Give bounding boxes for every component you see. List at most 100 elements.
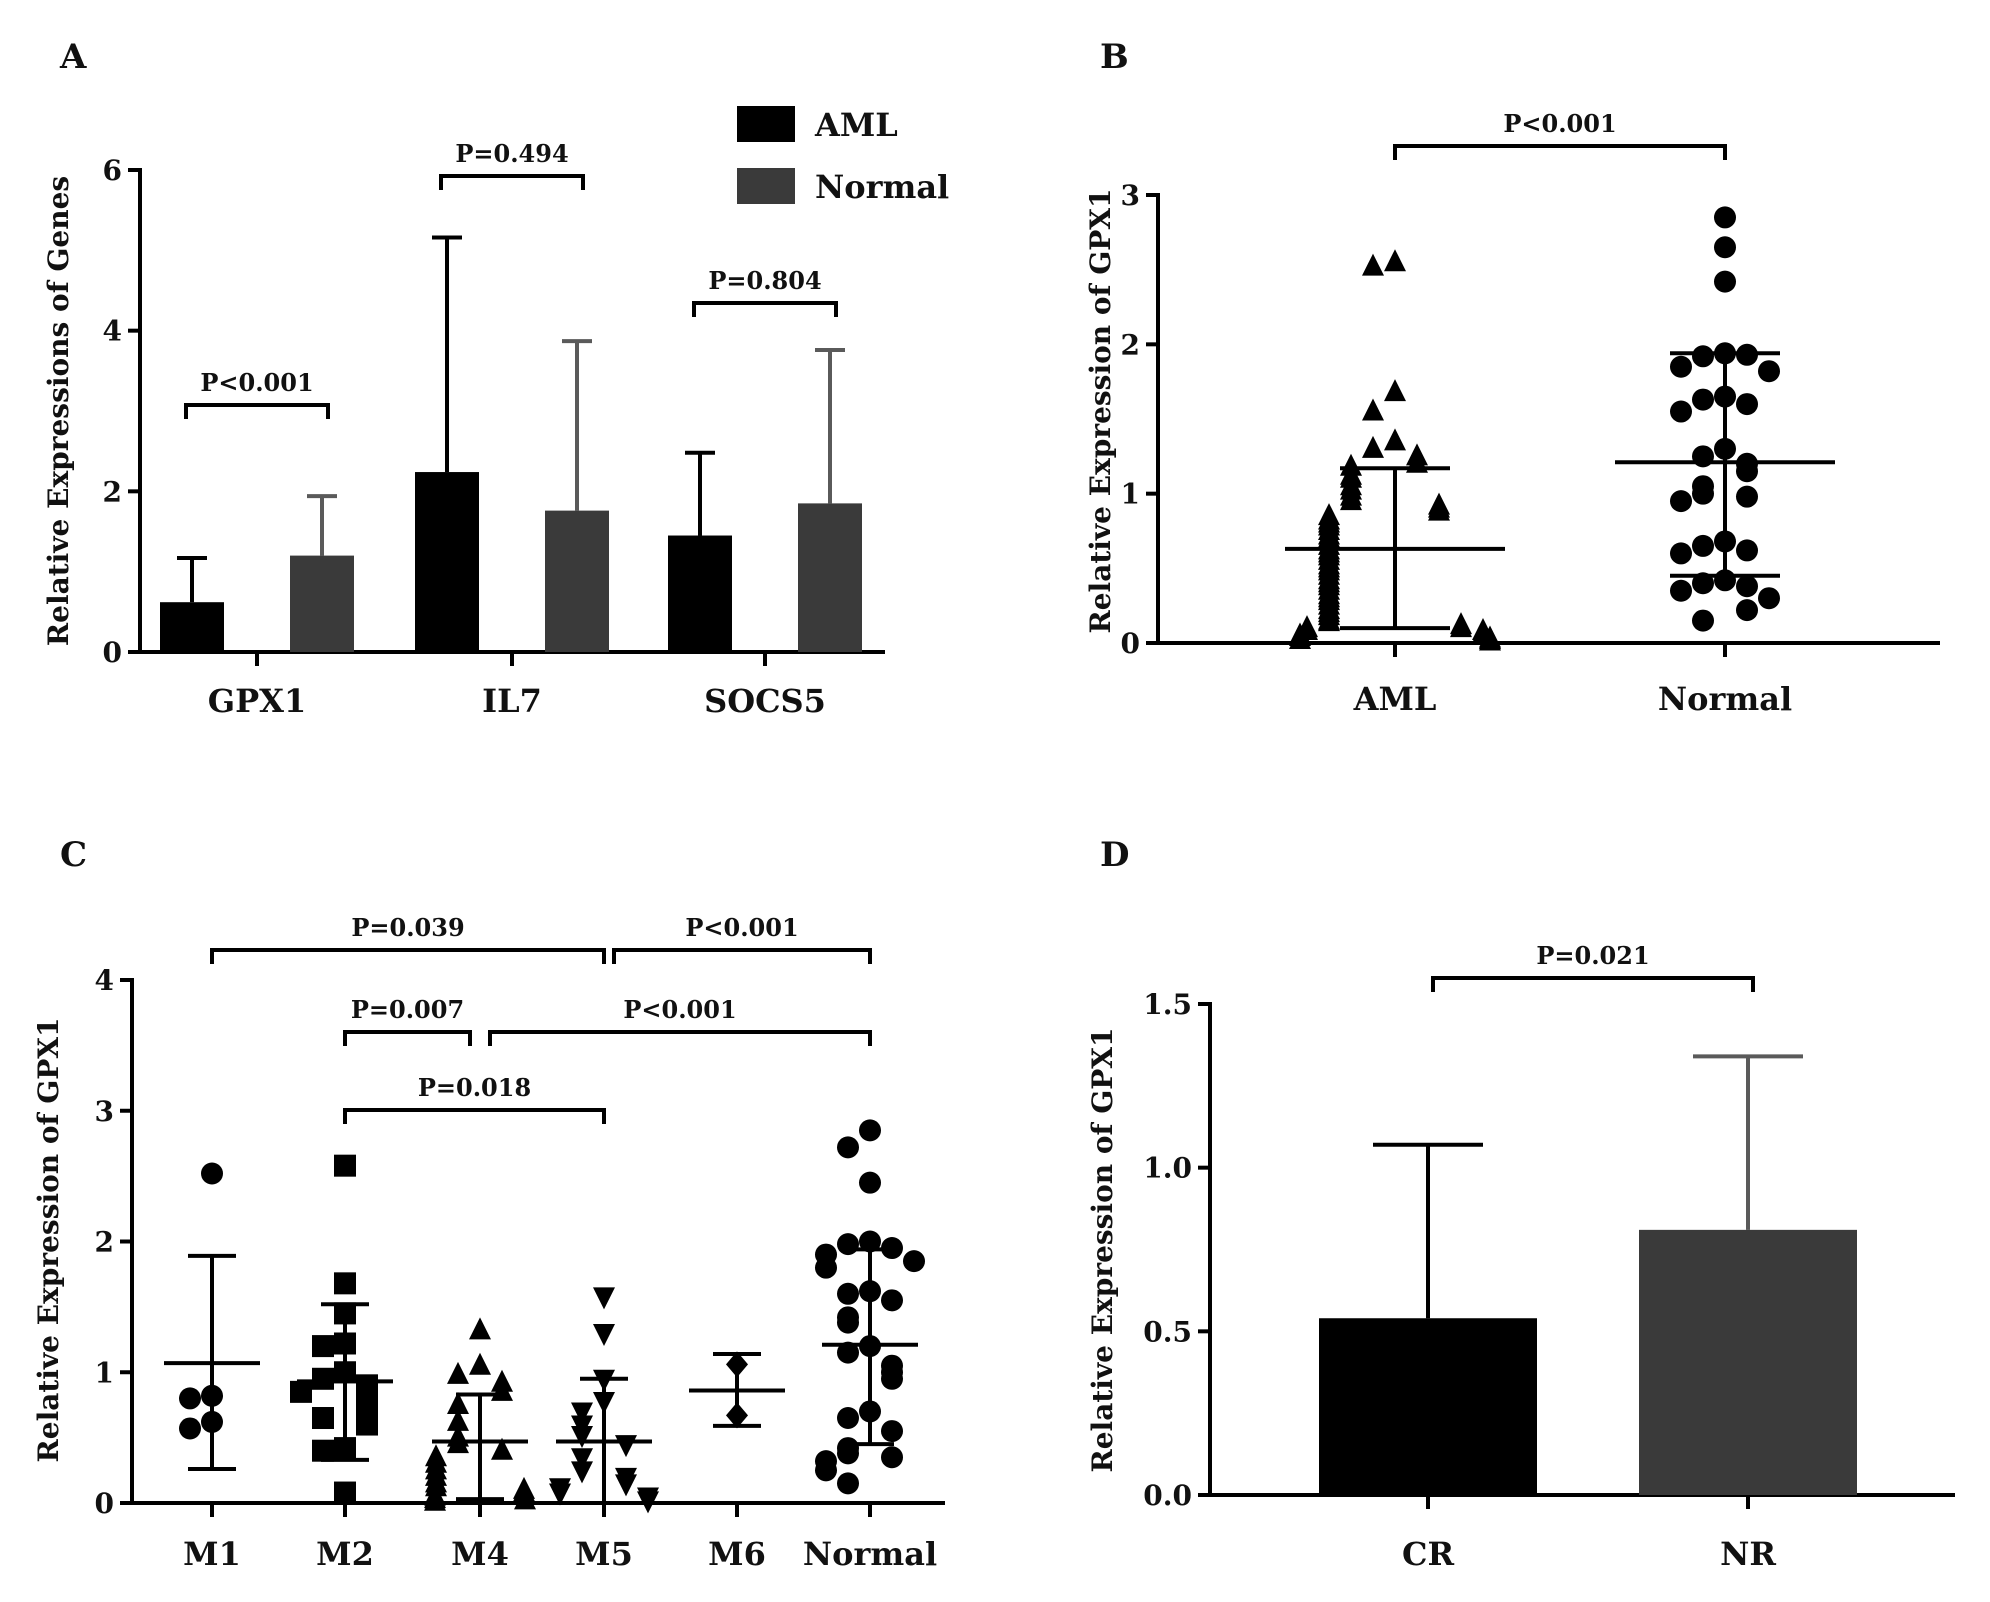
panel-b-point-aml [1384,379,1406,402]
panel-a-y-tick-label: 6 [103,154,122,187]
panel-a-y-tick-label: 2 [103,475,122,508]
panel-c-sig-bracket-line [343,1030,472,1046]
panel-c-point-normal [903,1250,925,1273]
panel-c-point-normal [837,1407,859,1430]
panel-c-point-m1 [201,1162,223,1185]
panel-b-point-normal [1736,539,1758,562]
panel-d-y-tick-label: 0.5 [1143,1315,1192,1348]
panel-c-sig-bracket: P=0.039 [210,913,606,964]
panel-d-sig-bracket: P=0.021 [1431,941,1755,992]
panel-c-point-m1 [179,1417,201,1440]
panel-c-point-m4 [514,1487,536,1510]
panel-b-point-normal [1692,534,1714,557]
panel-d-y-tick-label: 0.0 [1143,1479,1192,1512]
panel-c-point-m5 [615,1435,637,1458]
panel-d-bar-nr [1639,1229,1857,1495]
panel-b-point-normal [1714,236,1736,259]
panel-c-point-m4 [425,1474,447,1497]
panel-a-bar-normal [798,503,862,652]
panel-b-point-normal [1736,460,1758,483]
panel-c-point-normal [881,1289,903,1312]
panel-c-sig-bracket: P<0.001 [488,995,872,1046]
panel-a-sig-bracket: P=0.494 [439,139,585,190]
panel-b-point-normal [1670,355,1692,378]
panel-b-point-normal [1670,400,1692,423]
panel-a-sig-label: P=0.804 [708,266,821,295]
panel-b-y-tick-label: 3 [1121,179,1140,212]
panel-b-y-axis-label: Relative Expression of GPX1 [1084,188,1117,633]
panel-c-y-axis-label: Relative Expression of GPX1 [32,1017,65,1462]
panel-c-point-normal [859,1230,881,1253]
panel-c-point-m5 [571,1426,593,1449]
panel-b-point-normal [1670,579,1692,602]
panel-a-sig-bracket: P=0.804 [692,266,838,317]
panel-c-point-m2 [312,1367,334,1390]
panel-c-y-tick-label: 1 [95,1356,114,1389]
panel-b-point-aml [1362,253,1384,276]
panel-c-point-m2 [356,1393,378,1416]
panel-c-y-tick-label: 4 [95,964,114,997]
panel-c-point-m2 [312,1439,334,1462]
panel-b-x-tick-label: Normal [1658,680,1792,718]
panel-b-point-normal [1692,345,1714,368]
panel-b-point-aml [1450,615,1472,638]
panel-b-x-tick-label: AML [1353,680,1437,718]
panel-c-sig-bracket: P<0.001 [612,913,872,964]
panel-a-sig-bracket: P<0.001 [184,368,330,419]
panel-c-point-m5 [571,1461,593,1484]
panel-b-y-tick-label: 2 [1121,328,1140,361]
panel-a-sig-bracket-line [184,403,330,419]
panel-b-letter: B [1100,37,1129,77]
panel-c-x-tick-label: Normal [803,1535,937,1573]
panel-d: D 0.0 0.5 1.0 1.5 Relative Expression of GPX1… [1086,835,1955,1573]
panel-c-point-m2 [356,1374,378,1397]
panel-c-point-m4 [424,1488,446,1511]
panel-c-point-normal [881,1420,903,1443]
panel-c-point-m2 [334,1272,356,1295]
panel-b-point-aml [1340,488,1362,511]
panel-d-y-tick-label: 1.0 [1143,1152,1192,1185]
panel-b-point-aml [1318,609,1340,632]
panel-b-point-aml [1362,398,1384,421]
panel-b-sig-bracket-line [1393,144,1727,160]
panel-a-sig-label: P=0.494 [455,139,568,168]
panel-b-point-normal [1736,485,1758,508]
panel-a-bar-aml [668,535,732,652]
panel-c-point-normal [881,1367,903,1390]
panel-c-y-tick-label: 0 [95,1487,114,1520]
panel-b-point-normal [1670,490,1692,513]
panel-c-point-normal [815,1459,837,1482]
panel-c-point-normal [837,1472,859,1495]
panel-c: C 0 1 2 3 4 Relative Expression of GPX1 M1 M2 M4 M… [32,835,945,1573]
panel-c-sig-label: P=0.018 [418,1073,531,1102]
panel-c-sig-label: P=0.007 [351,995,464,1024]
panel-a-bar-aml [415,472,479,652]
panel-c-y-tick-label: 3 [95,1095,114,1128]
panel-c-point-normal [837,1442,859,1465]
panel-c-sig-bracket-line [343,1108,606,1124]
panel-c-sig-bracket-line [210,948,606,964]
panel-c-point-m5 [593,1324,615,1347]
panel-a-bar-aml [160,602,224,652]
panel-d-letter: D [1100,835,1129,875]
panel-c-point-m5 [615,1474,637,1497]
panel-a: A 0 2 4 6 Relative Expressions of Genes GPX1 P<… [42,37,949,720]
panel-a-legend: AML Normal [737,106,949,206]
panel-d-y-axis-label: Relative Expression of GPX1 [1086,1027,1119,1472]
panel-c-point-m4 [491,1437,513,1460]
panel-c-point-m5 [571,1448,593,1471]
panel-a-legend-swatch [737,168,795,204]
panel-b-point-normal [1714,270,1736,293]
panel-c-point-normal [815,1256,837,1279]
panel-c-point-normal [837,1311,859,1334]
panel-b-point-aml [1362,435,1384,458]
panel-c-x-tick-label: M6 [708,1535,766,1573]
panel-c-point-m5 [571,1402,593,1425]
panel-c-point-normal [837,1136,859,1159]
panel-a-letter: A [59,37,87,77]
panel-c-point-normal [859,1171,881,1194]
panel-c-sig-label: P<0.001 [623,995,736,1024]
panel-d-sig-label: P=0.021 [1536,941,1649,970]
